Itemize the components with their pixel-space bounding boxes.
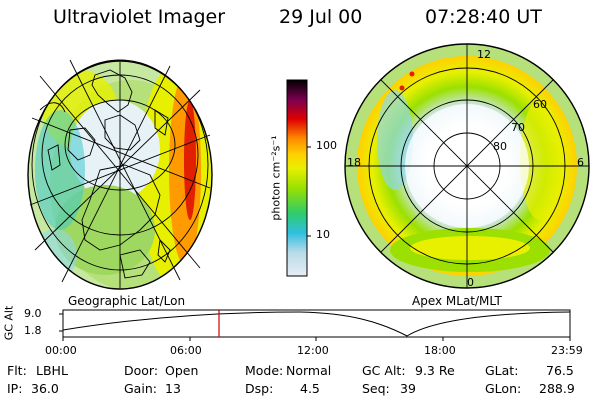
apex-polar-image: [344, 43, 590, 289]
mlt-label-right: 6: [577, 156, 584, 169]
observation-date: 29 Jul 00: [279, 6, 363, 28]
altitude-xtick-2359: 23:59: [551, 344, 583, 357]
colorbar: [286, 79, 311, 277]
mlt-label-top: 12: [477, 48, 491, 61]
status-door-value: Open: [165, 363, 199, 378]
altitude-ylabel: GC Alt: [2, 305, 16, 341]
altitude-ytick-high: 9.0: [24, 307, 42, 320]
polar-grid: [345, 44, 589, 288]
altitude-xtick-0000: 00:00: [45, 344, 77, 357]
right-panel-caption: Apex MLat/MLT: [412, 294, 502, 308]
mlt-label-left: 18: [347, 156, 361, 169]
coastlines: [39, 69, 171, 279]
status-mode-label: Mode:: [245, 363, 284, 378]
status-ip-value: 36.0: [31, 381, 59, 396]
status-flt-label: Flt:: [7, 363, 27, 378]
status-dsp-label: Dsp:: [245, 381, 274, 396]
status-glon-value: 288.9: [539, 381, 575, 396]
status-gcalt-value: 9.3 Re: [415, 363, 455, 378]
graticule: [29, 59, 211, 288]
status-glat-value: 76.5: [546, 363, 574, 378]
status-seq-value: 39: [400, 381, 416, 396]
status-mode-value: Normal: [286, 363, 332, 378]
status-seq-label: Seq:: [362, 381, 390, 396]
status-glon-label: GLon:: [485, 381, 522, 396]
altitude-xtick-1200: 12:00: [297, 344, 329, 357]
status-dsp-value: 4.5: [300, 381, 320, 396]
status-flt-value: LBHL: [36, 363, 68, 378]
status-gain-value: 13: [165, 381, 181, 396]
mlt-label-bottom: 0: [467, 276, 474, 289]
mlat-label-60: 60: [533, 98, 547, 111]
instrument-title: Ultraviolet Imager: [53, 6, 226, 28]
status-gcalt-label: GC Alt:: [362, 363, 406, 378]
altitude-ytick-low: 1.8: [24, 324, 42, 337]
altitude-xtick-0600: 06:00: [170, 344, 202, 357]
geographic-image: [27, 59, 213, 290]
status-gain-label: Gain:: [124, 381, 157, 396]
altitude-plot: [59, 309, 571, 341]
altitude-xtick-1800: 18:00: [424, 344, 456, 357]
colorbar-unit-label: photon cm⁻²s⁻¹: [269, 135, 283, 221]
altitude-curve: [62, 311, 571, 337]
mlat-label-70: 70: [511, 121, 525, 134]
status-door-label: Door:: [124, 363, 159, 378]
status-glat-label: GLat:: [485, 363, 519, 378]
colorbar-tick-10: 10: [316, 228, 330, 241]
observation-time: 07:28:40 UT: [425, 6, 542, 28]
left-panel-caption: Geographic Lat/Lon: [68, 294, 186, 308]
colorbar-tick-100: 100: [316, 139, 337, 152]
status-ip-label: IP:: [7, 381, 23, 396]
mlat-label-80: 80: [493, 140, 507, 153]
